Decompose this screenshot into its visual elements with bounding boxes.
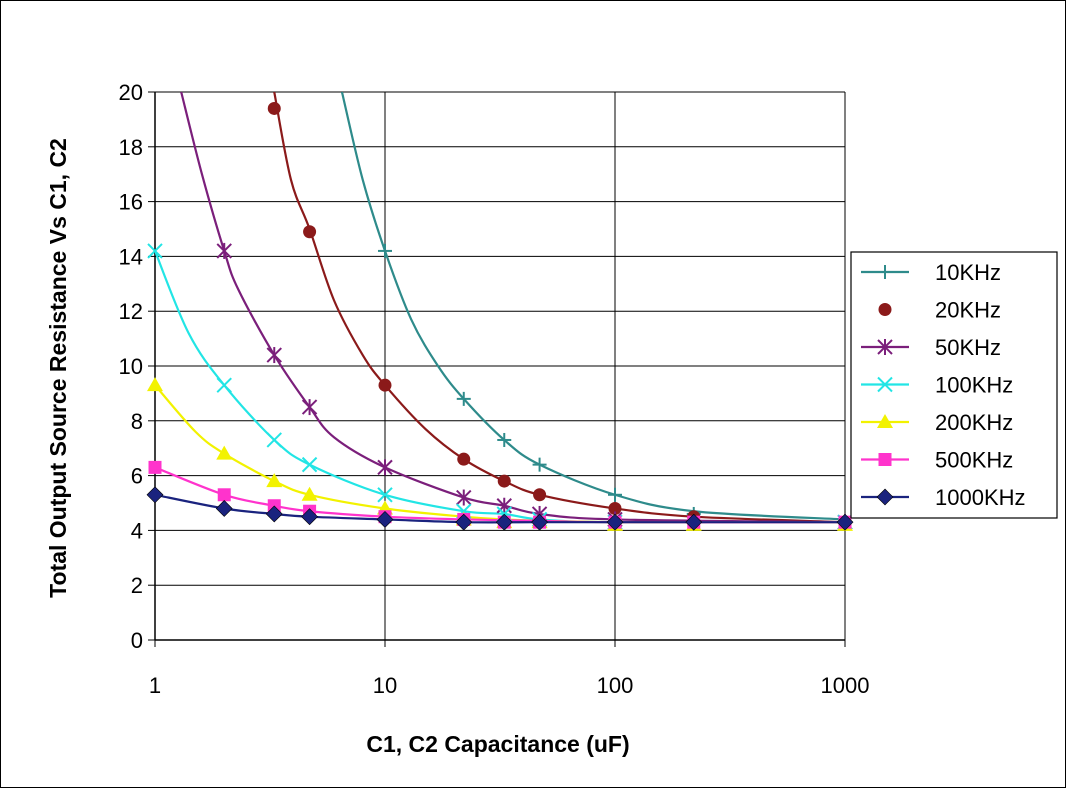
data-point-100KHz xyxy=(377,487,393,503)
data-point-20KHz xyxy=(378,378,392,392)
y-tick-label: 6 xyxy=(131,464,143,489)
data-point-50KHz xyxy=(266,347,282,364)
y-tick-label: 18 xyxy=(119,135,143,160)
legend-marker xyxy=(876,488,894,506)
data-point-200KHz xyxy=(147,377,163,392)
y-tick-label: 16 xyxy=(119,190,143,215)
data-point-1000KHz xyxy=(146,486,164,504)
legend-label: 50KHz xyxy=(935,335,1001,360)
data-point-200KHz xyxy=(301,486,318,501)
legend-label: 20KHz xyxy=(935,298,1001,323)
x-tick-label: 1000 xyxy=(821,673,870,698)
x-axis-label: C1, C2 Capacitance (uF) xyxy=(366,731,629,757)
data-point-200KHz xyxy=(216,445,233,460)
data-point-10KHz xyxy=(497,432,512,447)
legend-marker xyxy=(878,303,892,316)
y-axis-label: Total Output Source Resistance Vs C1, C2 xyxy=(45,138,71,598)
data-point-1000KHz xyxy=(685,513,703,531)
data-point-100KHz xyxy=(216,377,232,393)
legend-item: 100KHz xyxy=(861,373,1013,398)
y-tick-label: 10 xyxy=(119,354,143,379)
legend-marker xyxy=(877,414,893,428)
legend-item: 50KHz xyxy=(861,335,1001,360)
data-point-50KHz xyxy=(216,242,232,259)
legend-item: 500KHz xyxy=(861,448,1013,473)
series-lines xyxy=(155,92,845,524)
data-point-1000KHz xyxy=(301,508,319,526)
y-tick-label: 0 xyxy=(131,628,143,653)
data-point-1000KHz xyxy=(531,513,549,531)
legend-label: 10KHz xyxy=(935,260,1001,285)
series-line-50KHz xyxy=(180,92,845,524)
legend-item: 10KHz xyxy=(861,260,1001,285)
data-point-1000KHz xyxy=(215,500,233,517)
y-tick-label: 4 xyxy=(131,518,143,543)
y-tick-label: 8 xyxy=(131,409,143,434)
data-point-100KHz xyxy=(147,243,163,259)
tick-labels: 0 2 4 6 8 10 12 14 16 18 20 1 10 100 1000 xyxy=(119,80,870,698)
legend-item: 1000KHz xyxy=(861,485,1026,510)
legend-item: 20KHz xyxy=(878,298,1001,323)
legend-label: 500KHz xyxy=(935,448,1013,473)
data-point-20KHz xyxy=(267,101,281,115)
data-point-100KHz xyxy=(266,432,282,448)
data-point-50KHz xyxy=(301,399,318,416)
data-point-50KHz xyxy=(377,459,393,476)
axes xyxy=(148,91,846,647)
data-point-20KHz xyxy=(497,474,511,488)
data-point-1000KHz xyxy=(376,511,394,528)
legend-label: 100KHz xyxy=(935,373,1013,398)
data-point-50KHz xyxy=(456,489,472,506)
x-tick-label: 100 xyxy=(597,673,634,698)
legend-label: 200KHz xyxy=(935,410,1013,435)
series-line-20KHz xyxy=(273,92,845,524)
data-point-20KHz xyxy=(608,501,622,515)
y-tick-label: 12 xyxy=(119,299,143,324)
data-point-500KHz xyxy=(148,460,162,474)
legend-marker xyxy=(877,339,893,355)
legend-marker xyxy=(877,376,893,393)
series-markers xyxy=(146,101,854,531)
data-point-1000KHz xyxy=(455,513,473,531)
x-tick-label: 10 xyxy=(373,673,397,698)
series-line-10KHz xyxy=(340,92,845,521)
data-point-10KHz xyxy=(532,457,547,472)
data-point-10KHz xyxy=(608,487,622,502)
data-point-20KHz xyxy=(303,225,317,239)
data-point-20KHz xyxy=(533,488,547,502)
y-tick-label: 20 xyxy=(119,80,143,105)
data-point-20KHz xyxy=(457,452,471,466)
data-point-1000KHz xyxy=(836,513,854,531)
data-point-1000KHz xyxy=(606,513,624,531)
data-point-1000KHz xyxy=(265,505,283,523)
legend-label: 1000KHz xyxy=(935,485,1026,510)
gridlines xyxy=(155,91,846,640)
x-tick-label: 1 xyxy=(149,673,161,698)
y-tick-label: 2 xyxy=(131,573,143,598)
data-point-10KHz xyxy=(456,391,471,406)
legend-item: 200KHz xyxy=(861,410,1013,435)
data-point-1000KHz xyxy=(495,513,513,531)
data-point-500KHz xyxy=(217,488,231,502)
y-tick-label: 14 xyxy=(119,244,143,269)
plot-area xyxy=(146,92,854,531)
legend: 10KHz 20KHz 50KHz 100KHz 200KHz 500KHz 1000KHz xyxy=(850,251,1058,519)
legend-marker xyxy=(878,453,892,466)
data-point-100KHz xyxy=(301,456,318,473)
data-point-10KHz xyxy=(378,243,392,258)
legend-marker xyxy=(878,265,892,279)
series-line-1000KHz xyxy=(155,493,845,524)
data-point-200KHz xyxy=(266,473,283,488)
